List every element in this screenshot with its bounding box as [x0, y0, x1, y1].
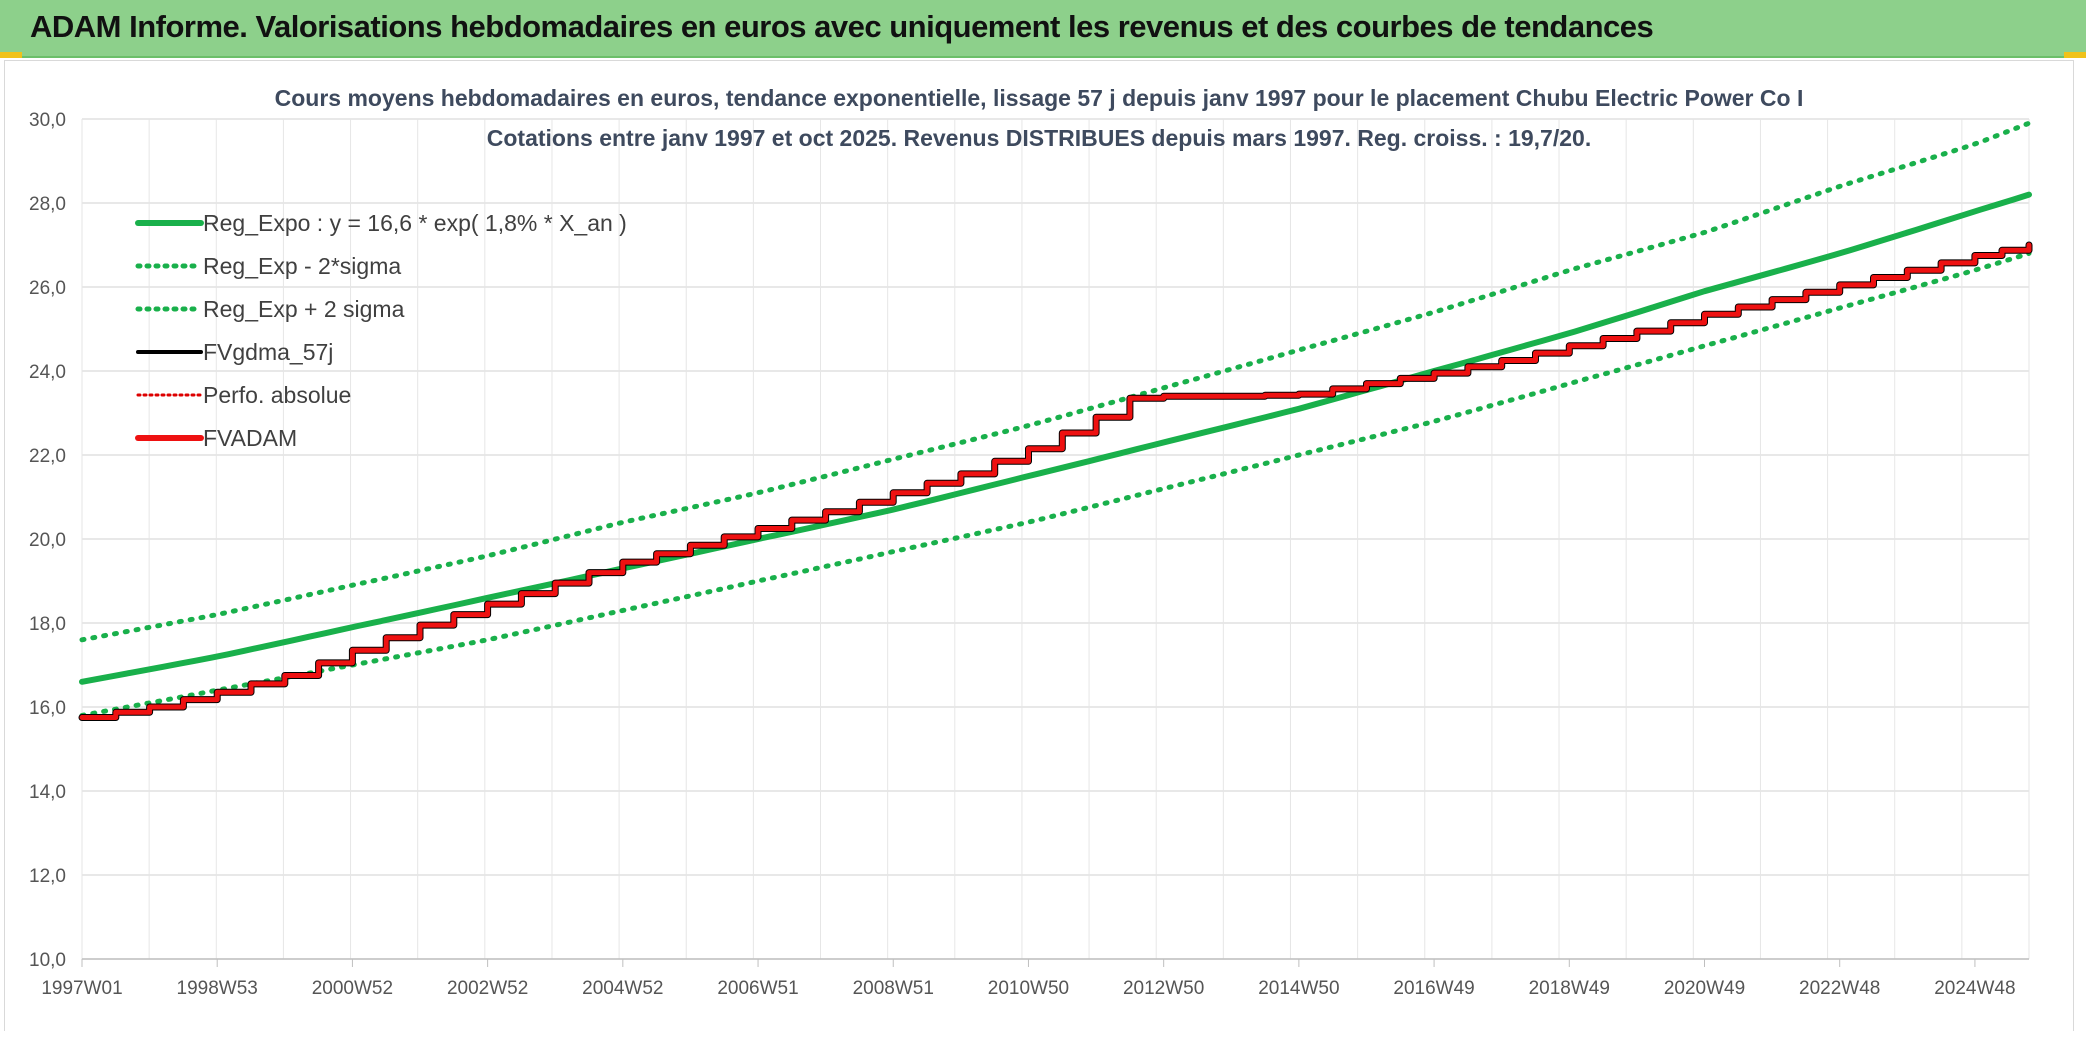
series-reg-expo-line: [79, 191, 2032, 685]
x-tick-label: 2000W52: [312, 978, 393, 999]
y-tick-label: 24,0: [29, 362, 66, 383]
series-layer: [78, 120, 2033, 721]
x-tick-label: 1997W01: [41, 978, 122, 999]
series-reg-plus-2sigma-line: [79, 120, 2032, 643]
x-tick-label: 2004W52: [582, 978, 663, 999]
x-tick-label: 2020W49: [1664, 978, 1745, 999]
y-tick-label: 10,0: [29, 950, 66, 971]
x-tick-label: 2002W52: [447, 978, 528, 999]
x-tick-label: 2010W50: [988, 978, 1069, 999]
y-tick-label: 28,0: [29, 194, 66, 215]
x-tick-label: 2006W51: [717, 978, 798, 999]
grid-layer: [81, 118, 2030, 960]
x-tick-label: 2024W48: [1934, 978, 2015, 999]
y-tick-label: 22,0: [29, 446, 66, 467]
corner-marker-left: [0, 52, 22, 58]
legend-entry-label: Reg_Exp - 2*sigma: [203, 253, 401, 279]
x-tick-label: 2012W50: [1123, 978, 1204, 999]
y-tick-label: 20,0: [29, 530, 66, 551]
chart-title: Cours moyens hebdomadaires en euros, ten…: [275, 85, 1804, 111]
y-tick-label: 18,0: [29, 614, 66, 635]
chart-area: 10,0 12,0 14,0 16,0 18,0 20,0 22,0 24,0 26,0 28,0…: [4, 60, 2074, 1032]
series-fvadam-line: [79, 242, 2032, 720]
series-reg-minus-2sigma-line: [79, 250, 2032, 718]
report-banner: ADAM Informe. Valorisations hebdomadaire…: [0, 0, 2086, 58]
chart-legend: Reg_Expo : y = 16,6 * exp( 1,8% * X_an )…: [135, 210, 627, 451]
y-tick-label: 26,0: [29, 278, 66, 299]
x-tick-label: 2008W51: [853, 978, 934, 999]
legend-entry-label: FVADAM: [203, 425, 297, 451]
x-tick-label: 2014W50: [1258, 978, 1339, 999]
chart-svg: 10,0 12,0 14,0 16,0 18,0 20,0 22,0 24,0 26,0 28,0…: [29, 85, 2033, 999]
x-tick-label: 2016W49: [1393, 978, 1474, 999]
legend-entry-label: Reg_Exp + 2 sigma: [203, 296, 405, 322]
chart-subtitle: Cotations entre janv 1997 et oct 2025. R…: [487, 125, 1591, 151]
legend-entry-label: Perfo. absolue: [203, 382, 351, 408]
corner-marker-right: [2064, 52, 2086, 58]
y-tick-label: 14,0: [29, 782, 66, 803]
y-tick-label: 16,0: [29, 698, 66, 719]
x-tick-label: 2018W49: [1529, 978, 1610, 999]
legend-entry-label: FVgdma_57j: [203, 339, 333, 365]
report-title: ADAM Informe. Valorisations hebdomadaire…: [30, 9, 1654, 44]
axis-layer: 10,0 12,0 14,0 16,0 18,0 20,0 22,0 24,0 26,0 28,0…: [29, 110, 2029, 999]
legend-entry-label: Reg_Expo : y = 16,6 * exp( 1,8% * X_an ): [203, 210, 627, 236]
x-tick-label: 1998W53: [177, 978, 258, 999]
bottom-strip: [0, 1031, 2086, 1037]
y-tick-label: 12,0: [29, 866, 66, 887]
x-tick-label: 2022W48: [1799, 978, 1880, 999]
y-tick-label: 30,0: [29, 110, 66, 131]
